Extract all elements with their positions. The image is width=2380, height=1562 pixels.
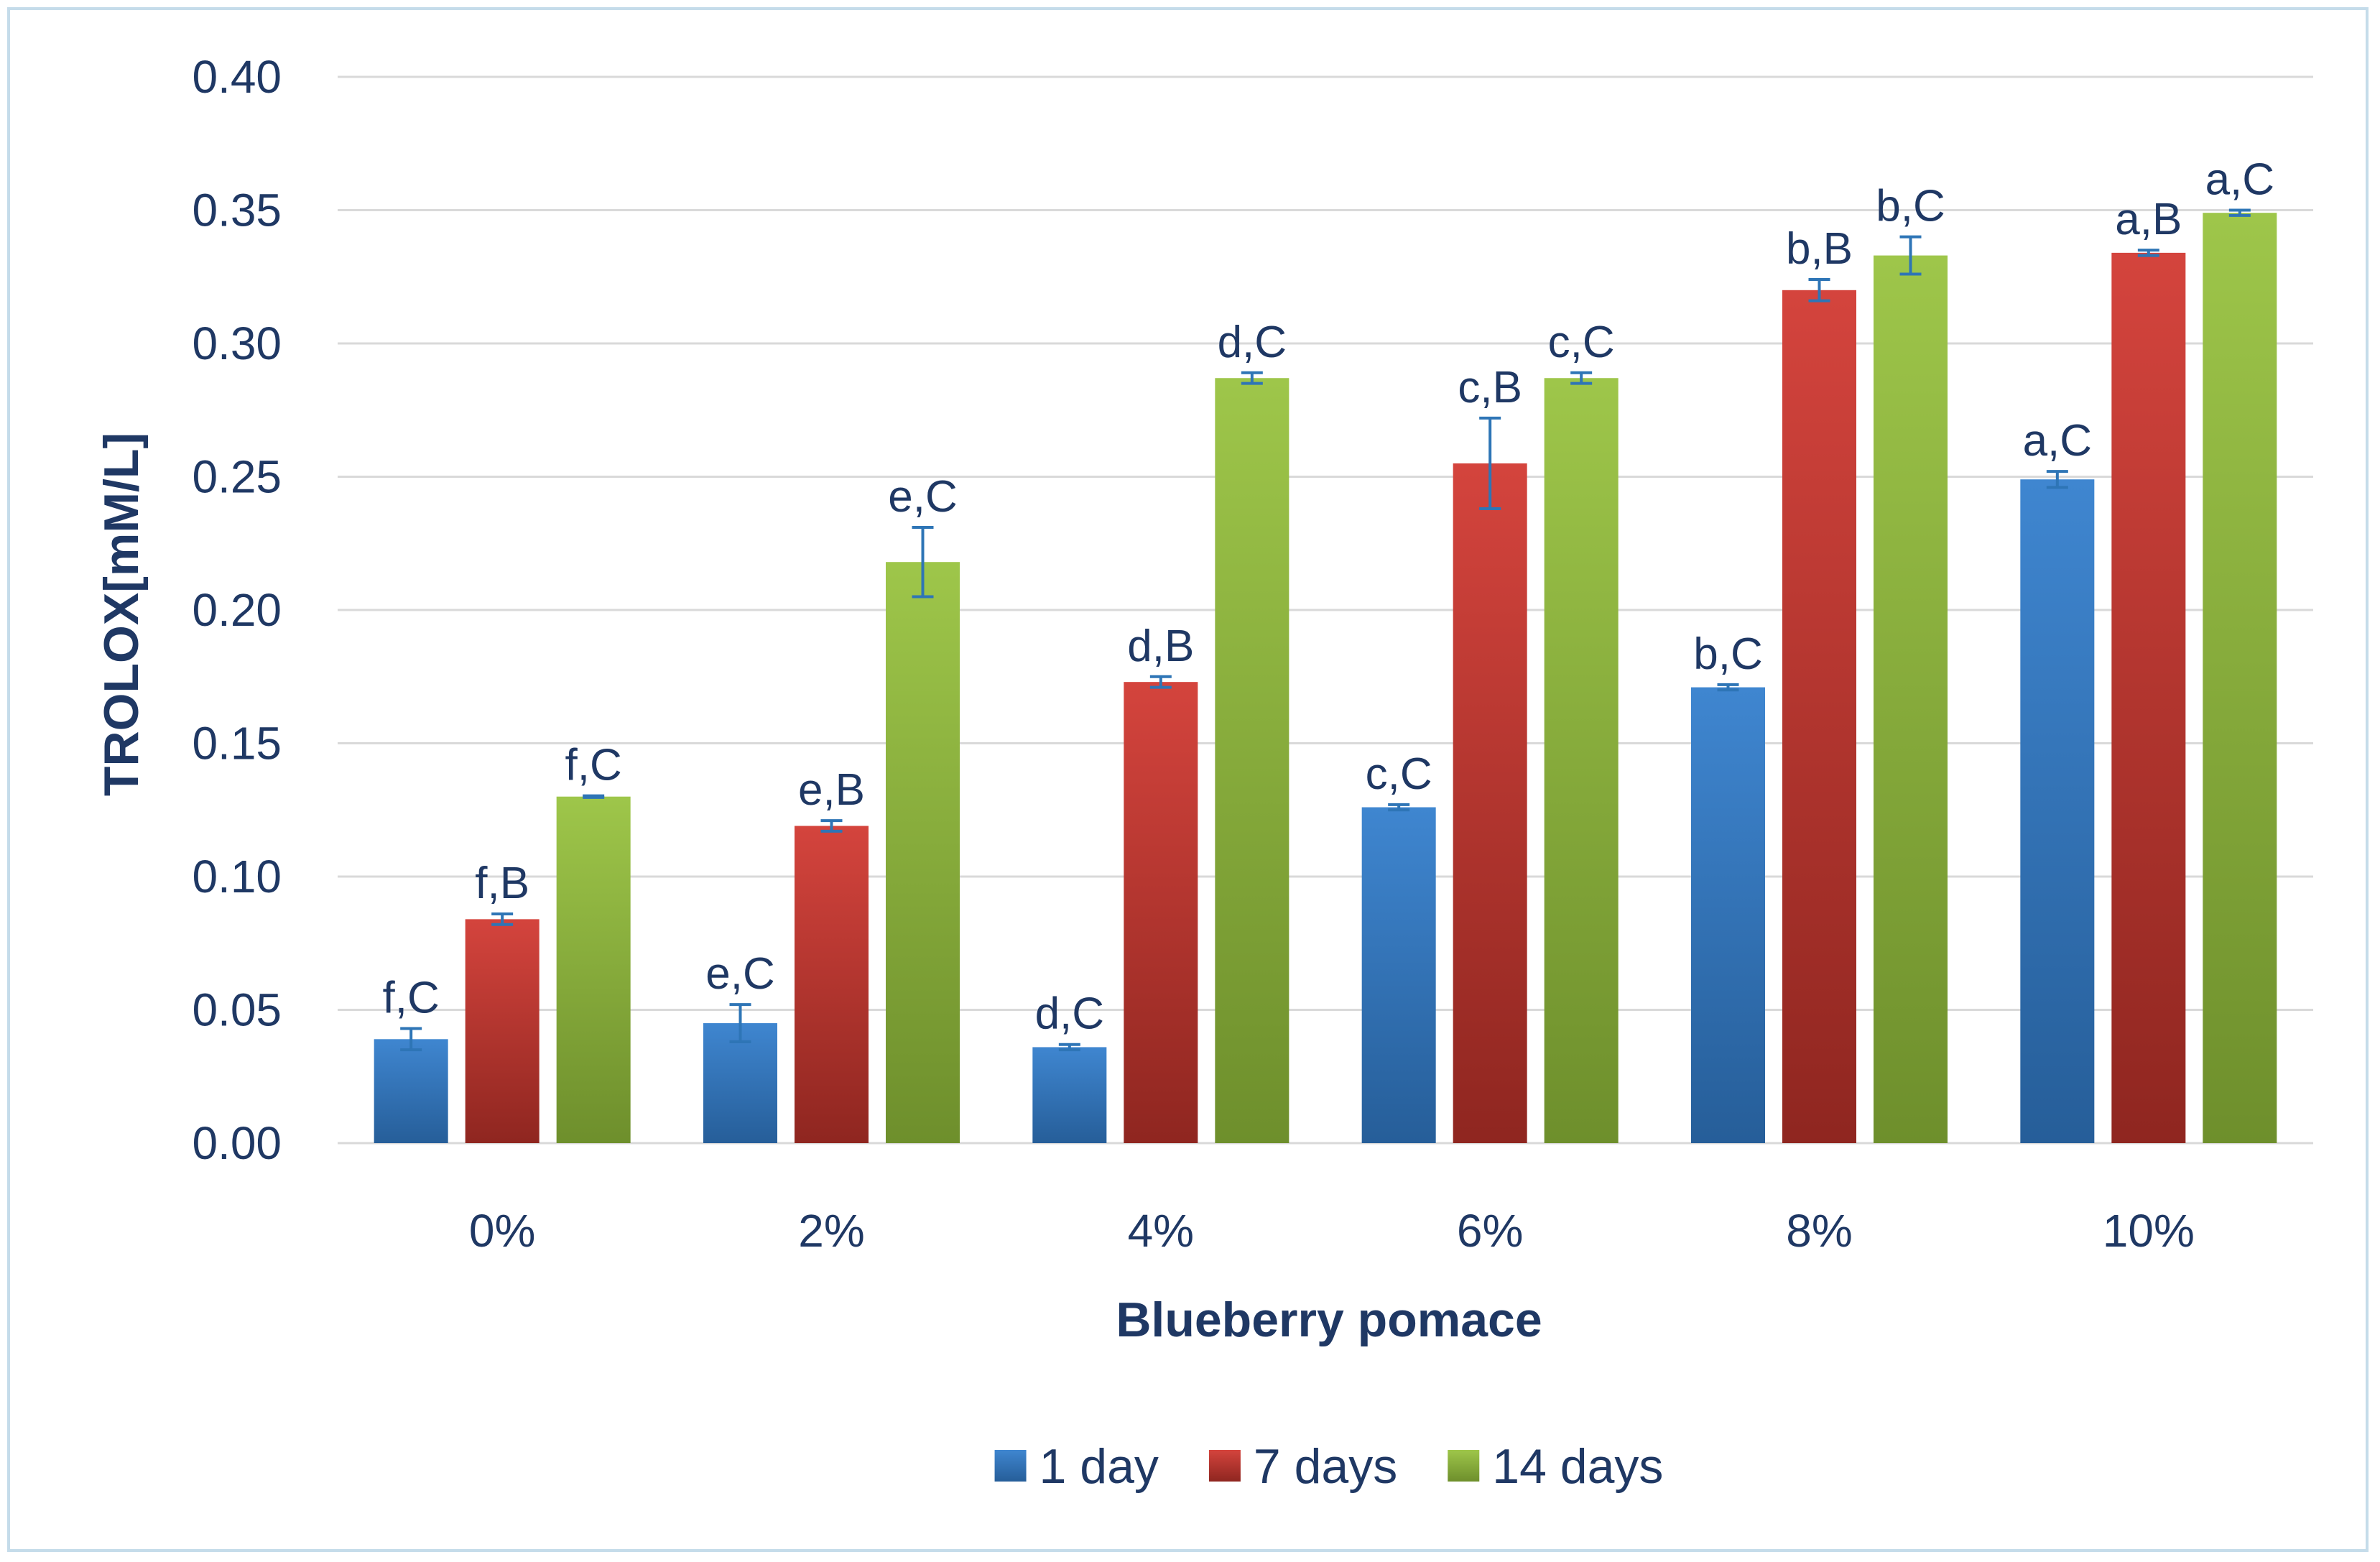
y-tick-label: 0.00 bbox=[192, 1117, 282, 1169]
legend-swatch bbox=[994, 1450, 1027, 1482]
y-axis-title: TROLOX[mM/L] bbox=[94, 433, 149, 796]
data-label: b,C bbox=[1876, 182, 1945, 231]
legend-swatch bbox=[1448, 1450, 1480, 1482]
data-label: d,C bbox=[1218, 318, 1287, 367]
data-label: f,C bbox=[383, 973, 440, 1022]
data-label: e,C bbox=[705, 949, 774, 999]
data-label: d,C bbox=[1035, 989, 1104, 1039]
bar bbox=[1361, 807, 1436, 1143]
x-axis-ticks: 0% 2% 4% 6% 8% 10% bbox=[469, 1205, 2195, 1257]
x-tick-label: 6% bbox=[1457, 1205, 1524, 1257]
data-label: f,C bbox=[565, 741, 622, 790]
x-tick-label: 10% bbox=[2103, 1205, 2195, 1257]
y-tick-label: 0.10 bbox=[192, 851, 282, 902]
gridlines bbox=[338, 75, 2313, 1145]
data-label: a,C bbox=[2205, 155, 2274, 205]
bar bbox=[1544, 378, 1619, 1143]
y-tick-label: 0.40 bbox=[192, 51, 282, 103]
legend-label: 7 days bbox=[1254, 1439, 1397, 1494]
bar bbox=[1453, 463, 1527, 1143]
bar bbox=[1782, 290, 1856, 1143]
bar bbox=[1032, 1047, 1107, 1143]
bar bbox=[795, 826, 869, 1143]
legend-swatch bbox=[1208, 1450, 1241, 1482]
legend: 1 day 7 days 14 days bbox=[994, 1439, 1663, 1494]
bar bbox=[556, 796, 631, 1143]
legend-label: 1 day bbox=[1039, 1439, 1159, 1494]
y-tick-label: 0.15 bbox=[192, 718, 282, 770]
data-label: f,B bbox=[475, 859, 529, 908]
data-label: b,B bbox=[1786, 224, 1853, 274]
x-tick-label: 0% bbox=[469, 1205, 536, 1257]
y-tick-label: 0.05 bbox=[192, 984, 282, 1036]
bar bbox=[1874, 255, 1948, 1143]
bar bbox=[2111, 252, 2186, 1143]
data-label: a,C bbox=[2023, 416, 2092, 466]
bar bbox=[465, 919, 540, 1143]
y-tick-label: 0.30 bbox=[192, 318, 282, 369]
bar bbox=[1691, 687, 1765, 1143]
bar bbox=[1215, 378, 1289, 1143]
y-axis-ticks: 0.00 0.05 0.10 0.15 0.20 0.25 0.30 0.35 0.40 bbox=[192, 51, 282, 1169]
data-label: c,B bbox=[1458, 363, 1522, 412]
y-tick-label: 0.20 bbox=[192, 584, 282, 636]
y-tick-label: 0.25 bbox=[192, 451, 282, 503]
bar bbox=[374, 1039, 448, 1143]
x-axis-title: Blueberry pomace bbox=[1116, 1293, 1542, 1347]
x-tick-label: 8% bbox=[1786, 1205, 1853, 1257]
bar bbox=[2020, 479, 2095, 1143]
bar bbox=[1124, 682, 1198, 1143]
y-tick-label: 0.35 bbox=[192, 185, 282, 236]
bar bbox=[886, 562, 960, 1143]
data-label: e,C bbox=[888, 472, 957, 522]
data-label: c,C bbox=[1548, 318, 1615, 367]
data-label: c,C bbox=[1366, 749, 1432, 799]
legend-label: 14 days bbox=[1492, 1439, 1663, 1494]
x-tick-label: 4% bbox=[1128, 1205, 1195, 1257]
data-label: a,B bbox=[2115, 195, 2182, 244]
x-tick-label: 2% bbox=[798, 1205, 865, 1257]
bar bbox=[2203, 213, 2277, 1144]
data-label: e,B bbox=[798, 765, 865, 815]
bars: f,C f,B f,C e,C e,B e,C d,C d,B d,C c,C c,B c,C b,C b… bbox=[374, 155, 2277, 1144]
data-label: d,B bbox=[1127, 621, 1194, 671]
data-label: b,C bbox=[1693, 629, 1762, 679]
